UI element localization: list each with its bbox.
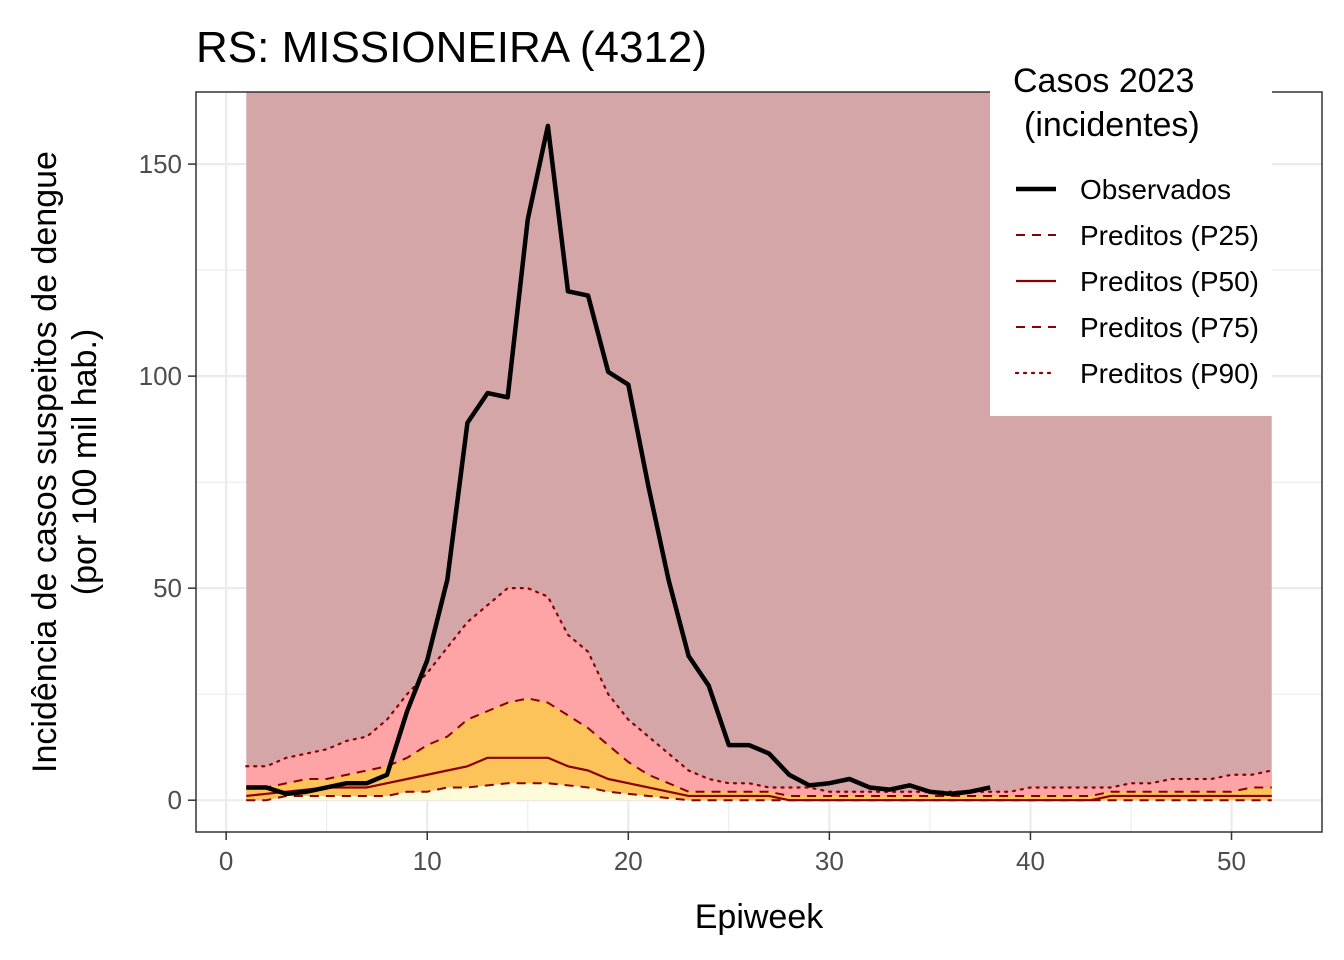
legend-label: Preditos (P75) xyxy=(1080,312,1259,343)
legend-label: Preditos (P50) xyxy=(1080,266,1259,297)
x-axis-title: Epiweek xyxy=(695,898,825,936)
band-p25-p50 xyxy=(246,757,1272,801)
series-line-p75 xyxy=(246,697,1272,797)
y-tick-label: 150 xyxy=(139,149,182,179)
series-lines xyxy=(245,123,1273,802)
y-tick-label: 100 xyxy=(139,361,182,391)
x-tick-label: 0 xyxy=(219,846,233,876)
plot-border xyxy=(195,91,1323,833)
x-tick-label: 40 xyxy=(1016,846,1045,876)
band-0-p25 xyxy=(246,783,1272,801)
y-axis-title-line2: (por 100 mil hab.) xyxy=(66,329,104,595)
x-tick-label: 50 xyxy=(1217,846,1246,876)
x-tick-label: 20 xyxy=(614,846,643,876)
series-line-p90 xyxy=(245,587,1273,793)
legend: Casos 2023 (incidentes) Observados Predit… xyxy=(990,50,1272,416)
band-p75-p90 xyxy=(246,588,1272,796)
y-axis-title-line1: Incidência de casos suspeitos de dengue xyxy=(26,151,64,773)
series-line-p50 xyxy=(246,756,1272,802)
series-line-p25 xyxy=(246,782,1272,802)
y-tick-label: 50 xyxy=(153,573,182,603)
band-p50-p75 xyxy=(246,698,1272,801)
chart-title: RS: MISSIONEIRA (4312) xyxy=(196,23,707,72)
legend-background xyxy=(990,50,1272,416)
y-tick-label: 0 xyxy=(168,785,182,815)
legend-label: Preditos (P90) xyxy=(1080,358,1259,389)
x-tick-label: 10 xyxy=(413,846,442,876)
legend-title-line2: (incidentes) xyxy=(1024,106,1200,144)
legend-entries: Observados Preditos (P25) Preditos (P50) Pr… xyxy=(1014,174,1259,389)
legend-label: Preditos (P25) xyxy=(1080,220,1259,251)
legend-label: Observados xyxy=(1080,174,1231,205)
x-tick-label: 30 xyxy=(815,846,844,876)
series-line-observados xyxy=(246,123,991,797)
axis-ticks: 0 10 20 30 40 50 0 50 100 150 xyxy=(139,149,1246,876)
legend-title-line1: Casos 2023 xyxy=(1013,62,1194,100)
